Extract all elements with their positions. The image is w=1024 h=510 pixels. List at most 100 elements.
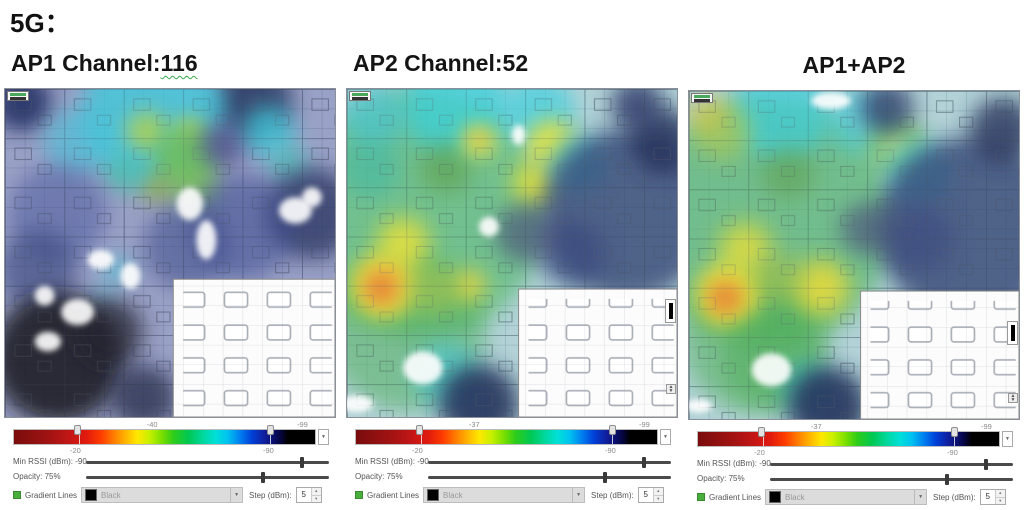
scale-left-value: -20 [412, 446, 423, 455]
scale-max-value: -99 [297, 420, 308, 429]
spinner-arrows[interactable]: ▲ ▼ [310, 488, 321, 502]
min-rssi-slider-handle[interactable] [641, 457, 646, 468]
line-color-value: Black [101, 490, 121, 500]
spinner-down-icon[interactable]: ▼ [653, 494, 663, 502]
gradient-lines-row: Gradient Lines Black ▼ Step (dBm): 5 ▲ ▼ [697, 488, 1006, 506]
step-label: Step (dBm): [933, 492, 976, 502]
scale-handle-min[interactable] [416, 425, 423, 435]
opacity-row: Opacity: 75% [697, 473, 1015, 486]
opacity-slider[interactable] [770, 474, 1013, 485]
opacity-slider[interactable] [86, 472, 329, 483]
min-rssi-row: Min RSSI (dBm): -90 [13, 456, 331, 469]
chevron-down-icon: ▼ [230, 488, 239, 502]
scale-top-value: -37 [468, 420, 480, 429]
step-value: 5 [985, 492, 990, 501]
step-spinner[interactable]: 5 ▲ ▼ [295, 487, 322, 503]
min-rssi-label: Min RSSI (dBm): -90 [355, 457, 429, 466]
spinner-up-icon[interactable]: ▲ [653, 488, 663, 495]
step-spinner[interactable]: 5 ▲ ▼ [979, 489, 1006, 505]
opacity-slider[interactable] [428, 472, 671, 483]
gradient-lines-checkbox[interactable] [697, 493, 705, 501]
panel-title-text: AP1 Channel: [11, 50, 161, 76]
opacity-slider-handle[interactable] [944, 474, 949, 485]
gradient-lines-row: Gradient Lines Black ▼ Step (dBm): 5 ▲ ▼ [13, 486, 322, 504]
min-rssi-label: Min RSSI (dBm): -90 [13, 457, 87, 466]
min-rssi-slider-handle[interactable] [983, 459, 988, 470]
scale-handle-min[interactable] [758, 427, 765, 437]
opacity-slider-handle[interactable] [602, 472, 607, 483]
scale-top-value: -37 [810, 422, 822, 431]
color-swatch-icon [769, 491, 782, 503]
scale-dropdown-button[interactable]: ▼ [318, 429, 329, 445]
scale-right-value: -90 [263, 446, 274, 455]
map-corner-chip-icon [349, 91, 371, 101]
color-legend-zone: -40 -99 -20 -90 ▼ Min RSSI (dBm): -90 Op… [4, 420, 336, 508]
step-label: Step (dBm): [249, 490, 292, 500]
chevron-down-icon: ▼ [572, 488, 581, 502]
scale-handle-max[interactable] [267, 425, 274, 435]
scale-left-value: -20 [754, 448, 765, 457]
color-scale-bar[interactable] [13, 429, 316, 445]
heatmap-svg [347, 89, 677, 417]
color-legend-zone: -37 -99 -20 -90 ▼ Min RSSI (dBm): -90 Op… [688, 422, 1020, 510]
opacity-row: Opacity: 75% [355, 471, 673, 484]
gradient-lines-checkbox[interactable] [355, 491, 363, 499]
color-scale-bar[interactable] [697, 431, 1000, 447]
min-rssi-slider[interactable] [428, 457, 671, 468]
min-rssi-slider[interactable] [770, 459, 1013, 470]
spinner-up-icon[interactable]: ▲ [995, 490, 1005, 497]
spinner-arrows[interactable]: ▲ ▼ [652, 488, 663, 502]
scale-left-value: -20 [70, 446, 81, 455]
scale-max-value: -99 [639, 420, 650, 429]
opacity-row: Opacity: 75% [13, 471, 331, 484]
map-mini-legend-icon [665, 298, 676, 323]
scale-handle-min[interactable] [74, 425, 81, 435]
gradient-lines-checkbox[interactable] [13, 491, 21, 499]
panel-ap1: AP1 Channel:116 -40 -99 -20 -90 ▼ Min RS… [4, 50, 336, 510]
heatmap-image: ▲ ▼ [346, 88, 678, 418]
chevron-down-icon: ▼ [321, 434, 326, 440]
step-value: 5 [301, 490, 306, 499]
color-legend-zone: -37 -99 -20 -90 ▼ Min RSSI (dBm): -90 Op… [346, 420, 678, 508]
min-rssi-row: Min RSSI (dBm): -90 [697, 458, 1015, 471]
spinner-arrows[interactable]: ▲ ▼ [994, 490, 1005, 504]
opacity-slider-handle[interactable] [260, 472, 265, 483]
spinner-up-icon[interactable]: ▲ [311, 488, 321, 495]
min-rssi-slider-handle[interactable] [299, 457, 304, 468]
map-corner-chip-icon [691, 93, 713, 103]
line-color-dropdown[interactable]: Black ▼ [81, 487, 244, 503]
heatmap-svg [5, 89, 335, 417]
gradient-lines-label: Gradient Lines [25, 490, 78, 500]
opacity-label: Opacity: 75% [697, 474, 745, 483]
panel-title: AP1+AP2 [688, 50, 1020, 90]
scale-handle-max[interactable] [609, 425, 616, 435]
line-color-dropdown[interactable]: Black ▼ [765, 489, 928, 505]
heatmap-image [4, 88, 336, 418]
map-mini-spinner-icon: ▲ ▼ [666, 384, 676, 395]
color-scale-bar[interactable] [355, 429, 658, 445]
line-color-dropdown[interactable]: Black ▼ [423, 487, 586, 503]
min-rssi-slider[interactable] [86, 457, 329, 468]
panel-ap2: AP2 Channel:52 ▲ ▼ -37 -99 -20 -90 ▼ [346, 50, 678, 510]
scale-marker-line [78, 430, 80, 444]
heatmap-image: ▲ ▼ [688, 90, 1020, 420]
spinner-down-icon[interactable]: ▼ [311, 494, 321, 502]
map-mini-spinner-icon: ▲ ▼ [1008, 392, 1018, 403]
step-spinner[interactable]: 5 ▲ ▼ [637, 487, 664, 503]
map-corner-chip-icon [7, 91, 29, 101]
opacity-label: Opacity: 75% [13, 472, 61, 481]
scale-dropdown-button[interactable]: ▼ [1002, 431, 1013, 447]
scale-marker-line [611, 430, 613, 444]
scale-dropdown-button[interactable]: ▼ [660, 429, 671, 445]
scale-max-value: -99 [981, 422, 992, 431]
spinner-down-icon[interactable]: ▼ [995, 496, 1005, 504]
panel-title: AP1 Channel:116 [4, 50, 336, 88]
step-value: 5 [643, 490, 648, 499]
scale-handle-max[interactable] [951, 427, 958, 437]
heatmap-svg [689, 91, 1019, 419]
map-mini-legend-icon [1007, 320, 1018, 345]
scale-marker-line [953, 432, 955, 446]
panel-title-text: AP2 Channel:52 [353, 50, 529, 76]
chevron-down-icon: ▼ [1005, 436, 1010, 442]
